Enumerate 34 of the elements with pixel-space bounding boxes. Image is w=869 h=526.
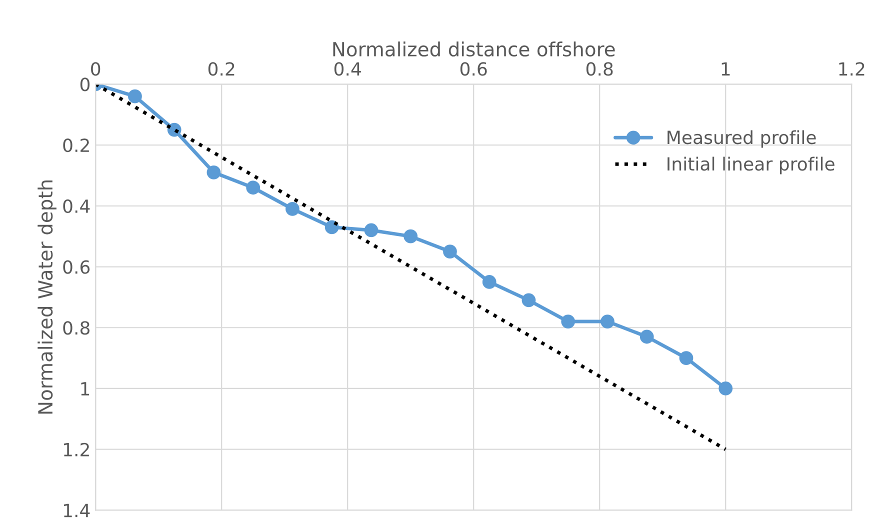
y-tick-label: 1.4	[64, 504, 90, 518]
x-tick-label: 0.2	[208, 62, 234, 76]
point	[286, 202, 300, 216]
y-axis-title: Normalized Water depth	[38, 180, 56, 414]
point	[718, 382, 733, 396]
y-tick-label: 0	[80, 78, 90, 92]
point	[404, 229, 418, 244]
point	[600, 314, 614, 328]
point	[561, 314, 576, 328]
x-axis-title: Normalized distance offshore	[333, 41, 615, 57]
point	[482, 275, 496, 289]
point	[522, 293, 536, 308]
y-tick-label: 0.6	[63, 260, 90, 274]
y-tick-label: 1.2	[64, 442, 89, 456]
x-tick-label: 0.6	[460, 62, 487, 76]
point	[206, 165, 221, 180]
point	[364, 223, 378, 238]
x-tick-label: 0.8	[586, 62, 613, 76]
point	[324, 220, 339, 234]
point	[246, 180, 260, 195]
x-tick-label: 0	[91, 62, 100, 76]
x-tick-label: 0.4	[334, 62, 361, 76]
point	[128, 89, 142, 104]
legend-label: Measured profile	[668, 130, 816, 148]
x-tick-label: 1.2	[839, 62, 864, 76]
y-tick-label: 0.4	[63, 199, 90, 214]
point	[679, 351, 694, 365]
point	[443, 244, 457, 258]
y-tick-label: 1	[81, 382, 90, 396]
y-tick-label: 0.2	[63, 138, 89, 152]
point	[640, 330, 654, 344]
x-tick-label: 1	[722, 62, 730, 76]
legend-label: Initial linear profile	[668, 156, 834, 174]
y-tick-label: 0.8	[63, 321, 90, 335]
